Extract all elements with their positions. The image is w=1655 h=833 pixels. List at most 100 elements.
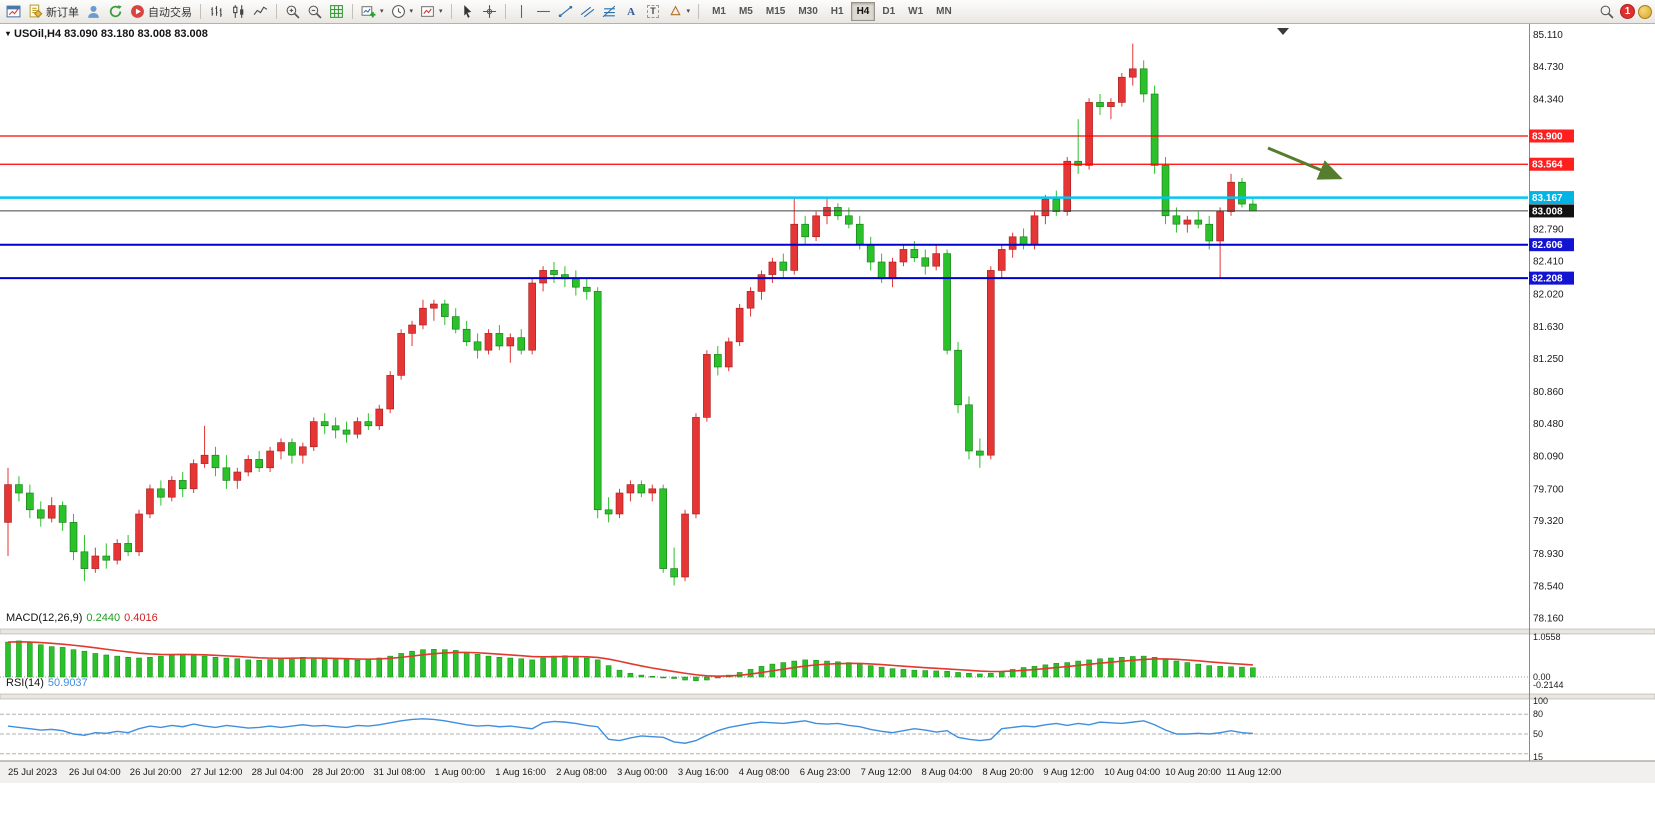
support-person-icon (88, 5, 99, 18)
chart-shift-marker-icon[interactable] (1277, 28, 1289, 35)
candles (4, 43, 1257, 586)
autotrade-button[interactable]: 自动交易 (127, 2, 195, 22)
zoom-in-icon (286, 5, 300, 19)
shapes-tool-button[interactable]: ▾ (665, 2, 694, 22)
line-chart-button[interactable] (250, 2, 271, 22)
price-axis[interactable]: 85.110 84.730 84.340 82.790 82.410 82.020 81.6… (1533, 30, 1564, 625)
coin-icon (1638, 4, 1652, 19)
crosshair-button[interactable] (479, 2, 500, 22)
dropdown-caret-icon: ▾ (409, 8, 414, 15)
trendline-icon (558, 5, 572, 18)
rsi-axis: 100 80 50 15 (1533, 696, 1548, 762)
svg-text:0.00: 0.00 (1533, 672, 1551, 682)
timeframe-button-m30[interactable]: M30 (798, 6, 818, 17)
svg-text:80.860: 80.860 (1533, 387, 1564, 398)
toolbar-separator (276, 4, 277, 19)
rsi-line (7, 718, 1253, 744)
horizontal-line-tool-button[interactable] (533, 2, 554, 22)
fibonacci-icon (602, 5, 615, 18)
svg-text:25 Jul 2023: 25 Jul 2023 (8, 767, 57, 778)
svg-text:26 Jul 20:00: 26 Jul 20:00 (130, 767, 182, 778)
trend-arrow-annotation[interactable] (1267, 146, 1343, 180)
shapes-icon (669, 5, 681, 16)
price-tag-82.208: 82.208 (1529, 271, 1574, 285)
price-tag-83.564: 83.564 (1529, 157, 1574, 171)
autotrade-icon (131, 5, 144, 18)
add-indicator-button[interactable]: ▾ (358, 2, 387, 22)
text-tool-button[interactable]: A (621, 2, 642, 22)
timeframe-button-m5[interactable]: M5 (738, 6, 753, 17)
vertical-line-tool-button[interactable] (511, 2, 532, 22)
svg-text:1.0558: 1.0558 (1533, 632, 1561, 642)
panel-splitter[interactable] (0, 628, 1655, 635)
timeframe-button-m15[interactable]: M15 (765, 6, 786, 17)
bar-chart-button[interactable] (206, 2, 227, 22)
toolbar-separator (200, 4, 201, 19)
timeframe-button-h4[interactable]: H4 (850, 2, 876, 21)
app-window-button[interactable] (3, 2, 24, 22)
svg-text:9 Aug 12:00: 9 Aug 12:00 (1043, 767, 1094, 778)
svg-text:10 Aug 20:00: 10 Aug 20:00 (1165, 767, 1221, 778)
line-chart-icon (253, 6, 268, 16)
price-tag-83.167: 83.167 (1529, 191, 1574, 205)
label-tool-icon: T (647, 5, 659, 18)
new-order-button[interactable]: 新订单 (25, 2, 82, 22)
svg-text:11 Aug 12:00: 11 Aug 12:00 (1226, 767, 1281, 778)
template-button[interactable]: ▾ (417, 2, 446, 22)
svg-text:28 Jul 20:00: 28 Jul 20:00 (313, 767, 365, 778)
timeframe-toolbar: M1 M5 M15 M30 H1 H4 D1 W1 MN (706, 2, 958, 21)
vertical-line-icon (520, 5, 522, 18)
svg-text:26 Jul 04:00: 26 Jul 04:00 (69, 767, 121, 778)
svg-text:80: 80 (1533, 709, 1543, 719)
svg-text:80.090: 80.090 (1533, 452, 1564, 463)
timeframe-button-mn[interactable]: MN (936, 6, 952, 17)
search-button[interactable] (1596, 2, 1617, 22)
grid-icon (330, 5, 343, 18)
candlestick-chart-icon (233, 5, 244, 18)
clock-icon (391, 5, 405, 18)
crosshair-icon (482, 5, 496, 18)
cursor-button[interactable] (457, 2, 478, 22)
svg-text:81.630: 81.630 (1533, 322, 1564, 333)
timeframe-button-m1[interactable]: M1 (712, 6, 726, 17)
label-tool-button[interactable]: T (643, 2, 664, 22)
fibonacci-tool-button[interactable] (599, 2, 620, 22)
svg-text:8 Aug 04:00: 8 Aug 04:00 (922, 767, 973, 778)
grid-button[interactable] (326, 2, 347, 22)
svg-text:8 Aug 20:00: 8 Aug 20:00 (982, 767, 1033, 778)
zoom-in-button[interactable] (282, 2, 303, 22)
channel-tool-button[interactable] (577, 2, 598, 22)
search-icon (1600, 5, 1614, 19)
add-indicator-icon (361, 6, 376, 18)
horizontal-line-icon (536, 10, 550, 13)
toolbar-separator (698, 4, 700, 19)
svg-text:83.008: 83.008 (1532, 206, 1563, 217)
channel-icon (580, 6, 594, 18)
trendline-tool-button[interactable] (555, 2, 576, 22)
svg-text:78.930: 78.930 (1533, 549, 1564, 560)
svg-text:83.564: 83.564 (1532, 160, 1563, 171)
dropdown-caret-icon: ▾ (686, 8, 691, 15)
timeframe-button-d1[interactable]: D1 (882, 6, 896, 17)
svg-text:100: 100 (1533, 696, 1548, 706)
period-button[interactable]: ▾ (388, 2, 417, 22)
chart-canvas[interactable]: 25 Jul 2023 26 Jul 04:00 26 Jul 20:00 27 Ju… (0, 24, 1655, 833)
svg-text:83.900: 83.900 (1532, 132, 1563, 143)
macd-axis: 1.0558 0.00-0.2144 (1533, 632, 1564, 690)
svg-text:79.320: 79.320 (1533, 516, 1564, 527)
svg-text:85.110: 85.110 (1533, 30, 1563, 41)
zoom-out-button[interactable] (304, 2, 325, 22)
refresh-button[interactable] (105, 2, 126, 22)
support-button[interactable] (83, 2, 104, 22)
notification-badge[interactable]: 1 (1620, 4, 1635, 19)
time-axis[interactable]: 25 Jul 2023 26 Jul 04:00 26 Jul 20:00 27 Ju… (8, 767, 1281, 778)
panel-splitter[interactable] (0, 693, 1655, 700)
level-lines[interactable] (0, 135, 1528, 280)
toolbar-separator (504, 4, 506, 19)
svg-text:31 Jul 08:00: 31 Jul 08:00 (373, 767, 425, 778)
timeframe-button-w1[interactable]: W1 (908, 6, 924, 17)
price-tag-83.008: 83.008 (1529, 204, 1574, 218)
macd-signal-line (7, 641, 1253, 678)
candlestick-chart-button[interactable] (228, 2, 249, 22)
timeframe-button-h1[interactable]: H1 (830, 6, 844, 17)
